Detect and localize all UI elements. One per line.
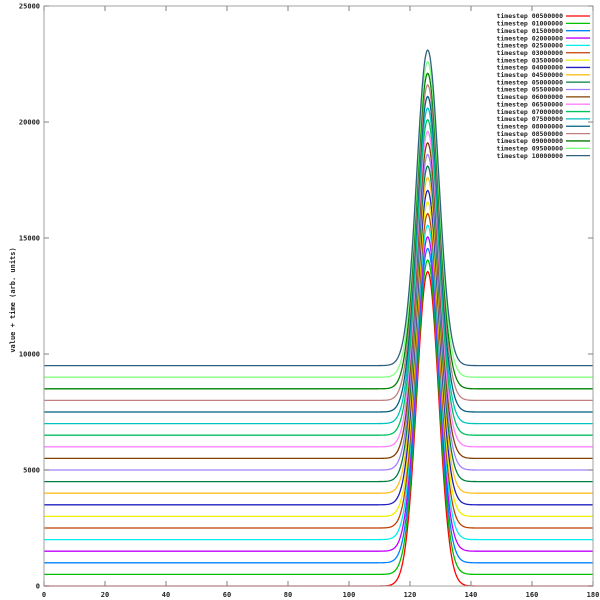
legend-label: timestep 09500000 <box>496 145 563 153</box>
legend-label: timestep 02500000 <box>496 42 563 50</box>
series-line <box>44 165 593 483</box>
y-tick-label: 0 <box>36 583 40 591</box>
series-line <box>44 153 593 471</box>
x-tick-label: 40 <box>162 591 170 599</box>
y-tick-label: 20000 <box>19 119 40 127</box>
series-line <box>44 224 593 541</box>
x-tick-label: 60 <box>223 591 231 599</box>
legend-label: timestep 03500000 <box>496 56 563 64</box>
tick-labels: 0 20 40 60 80 100 120 140 160 180 0 5000 10000 15000 2… <box>19 3 599 600</box>
legend-label: timestep 03000000 <box>496 49 563 57</box>
series-line <box>44 95 593 413</box>
series-line <box>44 107 593 425</box>
series-line <box>44 130 593 448</box>
series-line <box>44 270 593 587</box>
legend-label: timestep 01000000 <box>496 20 563 28</box>
legend-label: timestep 08000000 <box>496 122 563 130</box>
series-line <box>44 72 593 390</box>
y-tick-label: 25000 <box>19 3 40 11</box>
x-tick-label: 140 <box>465 591 478 599</box>
y-tick-label: 10000 <box>19 351 40 359</box>
series-line <box>44 118 593 436</box>
series-line <box>44 259 593 576</box>
legend-label: timestep 07500000 <box>496 115 563 123</box>
legend-label: timestep 08500000 <box>496 130 563 138</box>
x-tick-label: 0 <box>42 591 46 599</box>
series-line <box>44 49 593 367</box>
legend-label: timestep 06000000 <box>496 93 563 101</box>
legend-label: timestep 10000000 <box>496 152 563 160</box>
legend-label: timestep 07000000 <box>496 108 563 116</box>
series-line <box>44 176 593 494</box>
series-line <box>44 236 593 552</box>
plot-frame <box>43 5 594 587</box>
x-tick-label: 80 <box>284 591 292 599</box>
y-axis-label: value + time (arb. units) <box>9 247 17 352</box>
series-line <box>44 189 593 506</box>
series-line <box>44 201 593 518</box>
legend-label: timestep 04500000 <box>496 71 563 79</box>
legend-label: timestep 04000000 <box>496 64 563 72</box>
x-tick-label: 100 <box>343 591 356 599</box>
y-tick-label: 15000 <box>19 235 40 243</box>
series-line <box>44 142 593 460</box>
x-tick-label: 160 <box>526 591 539 599</box>
legend-label: timestep 01500000 <box>496 27 563 35</box>
series-line <box>44 247 593 564</box>
series-line <box>44 84 593 402</box>
axes <box>43 5 594 587</box>
legend-label: timestep 05000000 <box>496 78 563 86</box>
x-tick-label: 20 <box>101 591 109 599</box>
legend-label: timestep 06500000 <box>496 100 563 108</box>
legend-label: timestep 02000000 <box>496 34 563 42</box>
legend-label: timestep 09000000 <box>496 137 563 145</box>
series-lines <box>44 49 593 587</box>
x-tick-label: 180 <box>587 591 600 599</box>
legend-label: timestep 05500000 <box>496 86 563 94</box>
series-line <box>44 212 593 529</box>
x-tick-label: 120 <box>404 591 417 599</box>
y-tick-label: 5000 <box>23 467 40 475</box>
legend-label: timestep 00500000 <box>496 12 563 20</box>
series-line <box>44 60 593 378</box>
